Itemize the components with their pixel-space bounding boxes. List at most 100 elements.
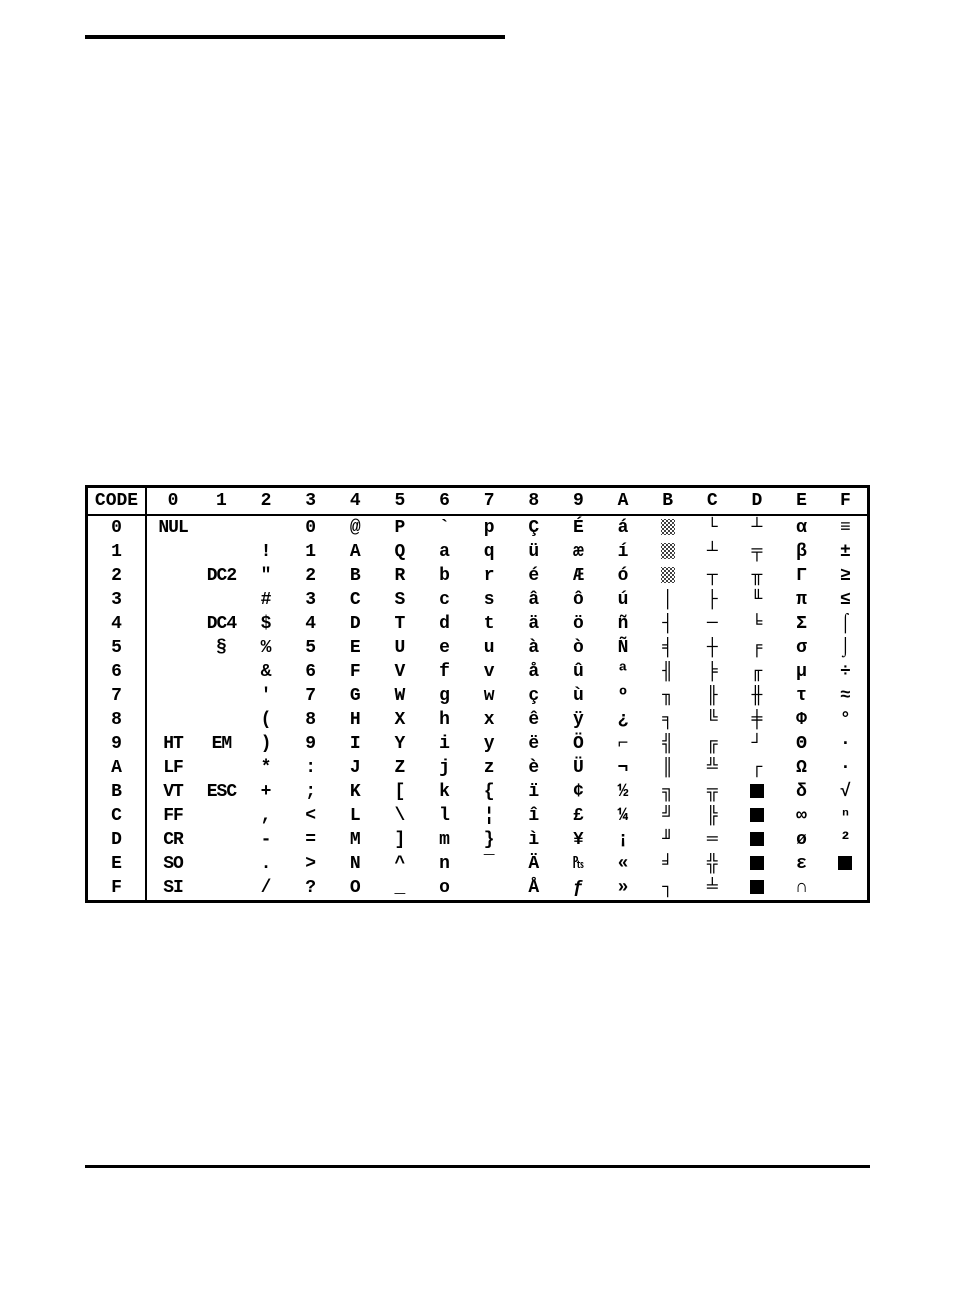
- code-cell: É: [556, 515, 601, 540]
- code-cell: ç: [512, 684, 557, 708]
- code-cell: `: [422, 515, 467, 540]
- code-cell: ": [244, 564, 289, 588]
- code-cell: ╣: [645, 732, 690, 756]
- code-cell: ≈: [824, 684, 869, 708]
- code-cell: .: [244, 852, 289, 876]
- table-row: 7'7GWgwçùº╖╟╫τ≈: [87, 684, 869, 708]
- code-cell: £: [556, 804, 601, 828]
- code-cell: ┼: [690, 636, 735, 660]
- code-cell: -: [244, 828, 289, 852]
- code-cell: SI: [146, 876, 199, 902]
- code-cell: *: [244, 756, 289, 780]
- code-table-body: 0NUL0@P`pÇÉá└┴α≡1!1AQaqüæí┴╤β±2DC2"2BRbr…: [87, 515, 869, 902]
- code-cell: ╫: [735, 684, 780, 708]
- code-cell: +: [244, 780, 289, 804]
- code-cell: ╒: [735, 636, 780, 660]
- code-cell: ƒ: [556, 876, 601, 902]
- code-cell: ó: [601, 564, 646, 588]
- code-cell: ╕: [645, 708, 690, 732]
- row-label: 4: [87, 612, 147, 636]
- code-cell: [645, 540, 690, 564]
- code-cell: E: [333, 636, 378, 660]
- row-label: 8: [87, 708, 147, 732]
- col-header: 3: [288, 487, 333, 516]
- code-table-container: CODE 0 1 2 3 4 5 6 7 8 9 A B C D E F: [85, 485, 870, 903]
- col-header: 1: [199, 487, 244, 516]
- code-cell: J: [333, 756, 378, 780]
- code-cell: [146, 684, 199, 708]
- code-cell: §: [199, 636, 244, 660]
- row-label: 2: [87, 564, 147, 588]
- code-cell: @: [333, 515, 378, 540]
- code-cell: [824, 852, 869, 876]
- col-header: C: [690, 487, 735, 516]
- code-cell: ≤: [824, 588, 869, 612]
- code-cell: T: [378, 612, 423, 636]
- code-cell: [645, 515, 690, 540]
- block-glyph: [750, 784, 764, 798]
- code-cell: α: [779, 515, 824, 540]
- code-cell: ¡: [601, 828, 646, 852]
- code-cell: a: [422, 540, 467, 564]
- code-cell: ε: [779, 852, 824, 876]
- code-cell: ⌡: [824, 636, 869, 660]
- code-cell: SO: [146, 852, 199, 876]
- code-cell: u: [467, 636, 512, 660]
- table-row: ESO.>N^n¯Ä₧«╛╬ε: [87, 852, 869, 876]
- table-row: 9HTEM)9IYiyëÖ⌐╣╔┘Θ·: [87, 732, 869, 756]
- code-cell: X: [378, 708, 423, 732]
- code-cell: ⌠: [824, 612, 869, 636]
- code-cell: í: [601, 540, 646, 564]
- code-cell: i: [422, 732, 467, 756]
- code-cell: ╛: [645, 852, 690, 876]
- code-cell: ╪: [735, 708, 780, 732]
- row-label: F: [87, 876, 147, 902]
- code-cell: p: [467, 515, 512, 540]
- code-cell: ë: [512, 732, 557, 756]
- code-cell: ·: [824, 756, 869, 780]
- code-cell: │: [645, 588, 690, 612]
- block-glyph: [750, 808, 764, 822]
- code-cell: x: [467, 708, 512, 732]
- row-label: D: [87, 828, 147, 852]
- code-cell: ½: [601, 780, 646, 804]
- code-cell: Q: [378, 540, 423, 564]
- code-cell: °: [824, 708, 869, 732]
- table-row: 8(8HXhxêÿ¿╕╚╪Φ°: [87, 708, 869, 732]
- code-cell: ⌐: [601, 732, 646, 756]
- code-cell: U: [378, 636, 423, 660]
- code-cell: 4: [288, 612, 333, 636]
- code-cell: ï: [512, 780, 557, 804]
- code-cell: ÿ: [556, 708, 601, 732]
- code-cell: [146, 708, 199, 732]
- code-cell: ': [244, 684, 289, 708]
- row-label: 9: [87, 732, 147, 756]
- code-cell: Ä: [512, 852, 557, 876]
- code-cell: W: [378, 684, 423, 708]
- code-cell: Æ: [556, 564, 601, 588]
- code-cell: [824, 876, 869, 902]
- code-cell: ò: [556, 636, 601, 660]
- table-row: BVTESC+;K[k{ï¢½╗╦δ√: [87, 780, 869, 804]
- code-cell: =: [288, 828, 333, 852]
- code-cell: f: [422, 660, 467, 684]
- code-cell: π: [779, 588, 824, 612]
- code-cell: ┘: [735, 732, 780, 756]
- code-cell: V: [378, 660, 423, 684]
- code-cell: └: [690, 515, 735, 540]
- col-header: 5: [378, 487, 423, 516]
- code-cell: FF: [146, 804, 199, 828]
- code-cell: 2: [288, 564, 333, 588]
- row-label: A: [87, 756, 147, 780]
- code-cell: G: [333, 684, 378, 708]
- code-cell: å: [512, 660, 557, 684]
- code-cell: ╓: [735, 660, 780, 684]
- code-cell: ≡: [824, 515, 869, 540]
- code-cell: 0: [288, 515, 333, 540]
- code-cell: Φ: [779, 708, 824, 732]
- code-cell: î: [512, 804, 557, 828]
- code-cell: [: [378, 780, 423, 804]
- code-cell: :: [288, 756, 333, 780]
- code-cell: \: [378, 804, 423, 828]
- table-row: ALF*:JZjzèÜ¬║╩┌Ω·: [87, 756, 869, 780]
